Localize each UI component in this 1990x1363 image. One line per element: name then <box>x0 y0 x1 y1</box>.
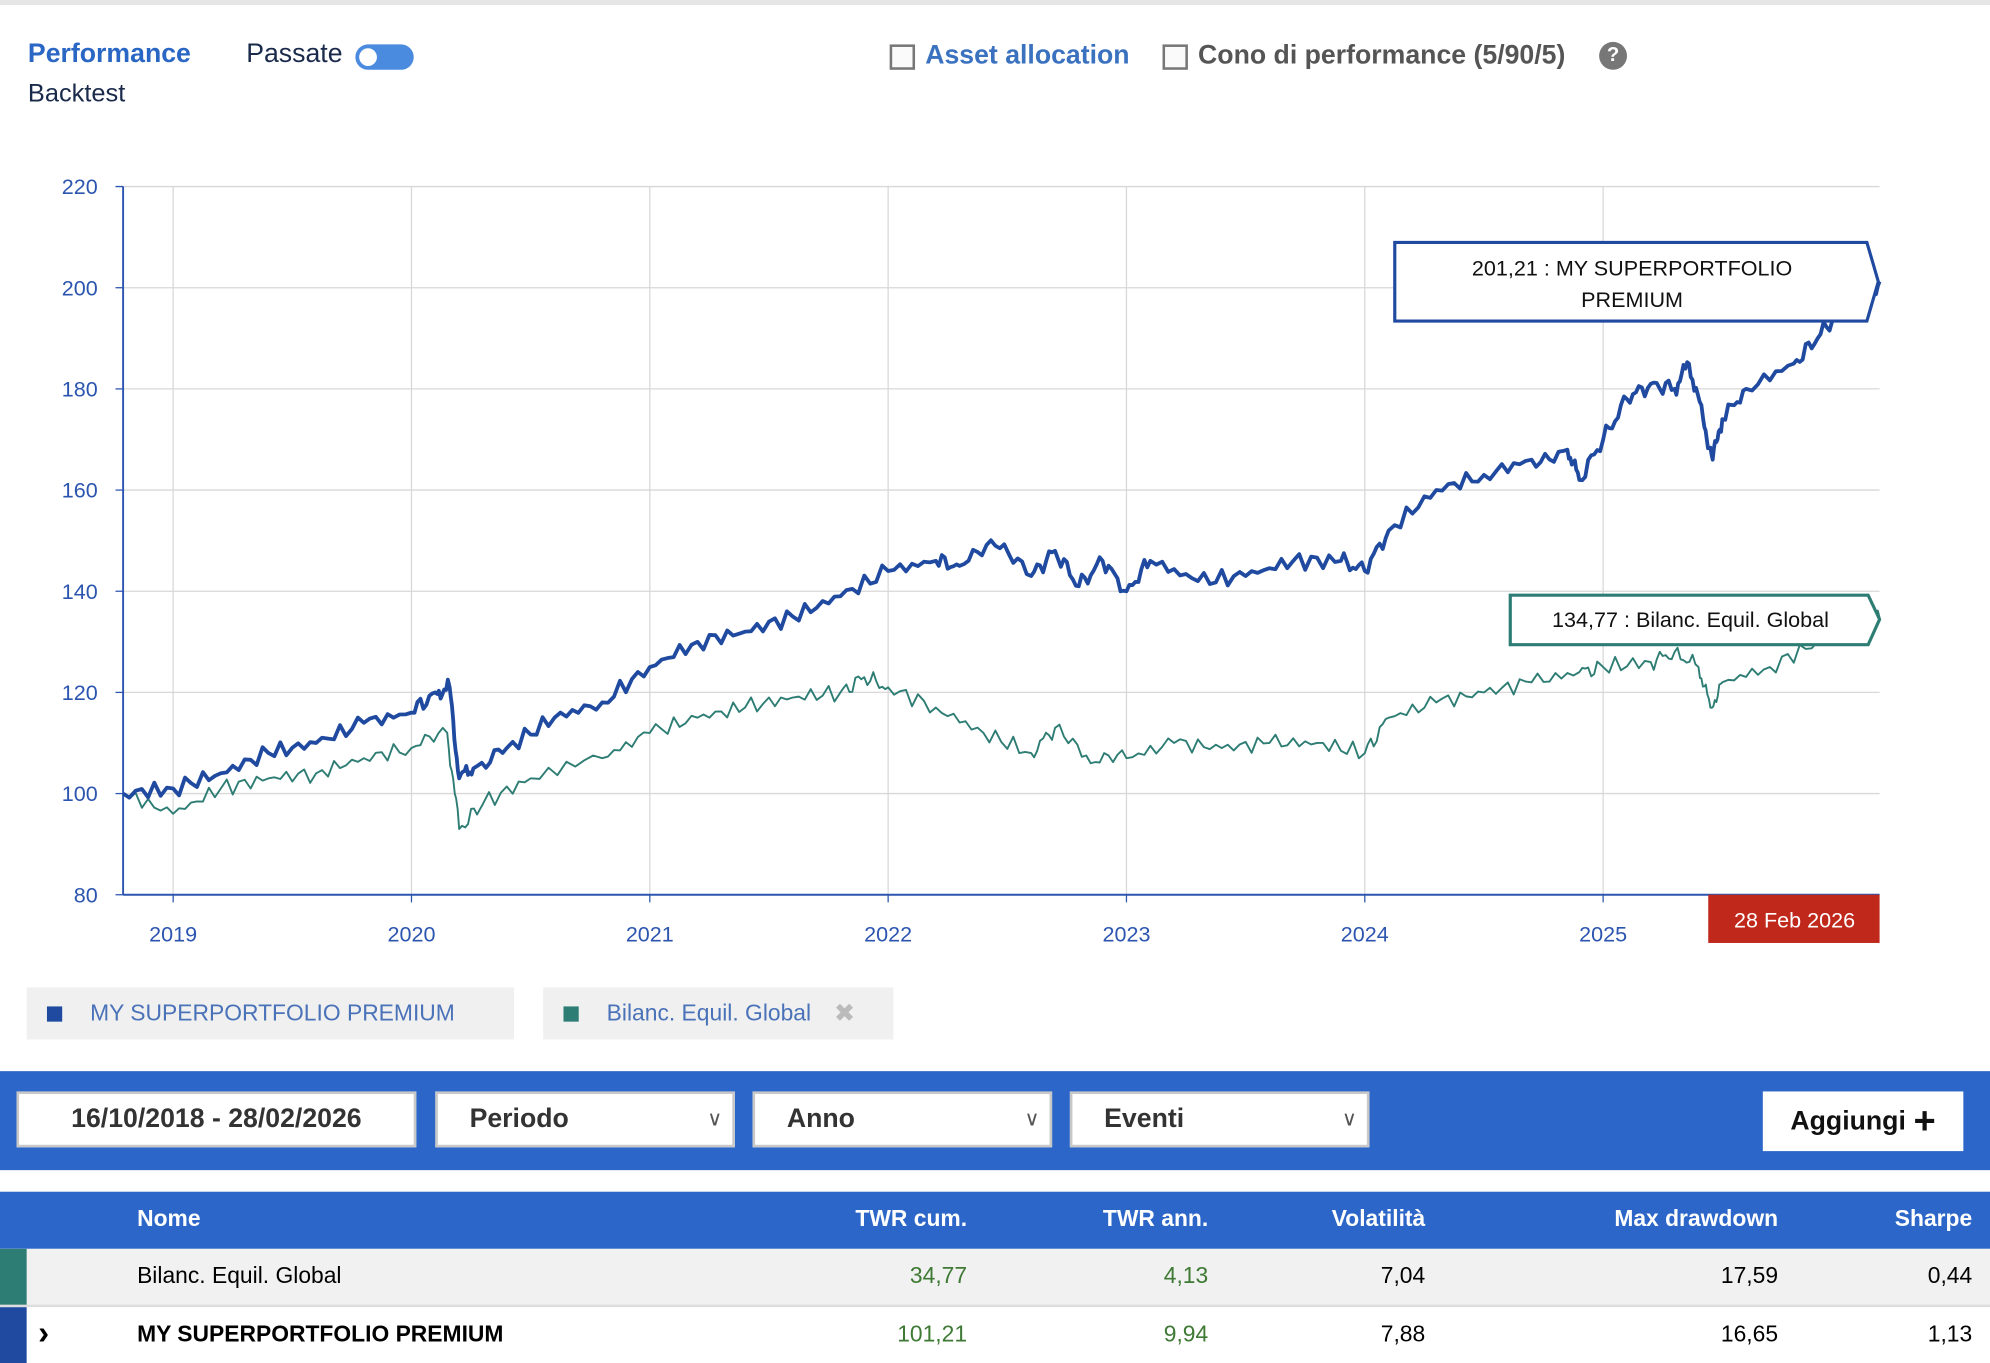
col-max-drawdown[interactable]: Max drawdown <box>1614 1205 1779 1232</box>
twr-cum: 34,77 <box>909 1262 968 1289</box>
y-tick-label: 160 <box>62 478 98 503</box>
y-tick-label: 180 <box>62 377 98 402</box>
chevron-down-icon: ∨ <box>1024 1109 1040 1131</box>
table-header: Nome TWR cum. TWR ann. Volatilità Max dr… <box>0 1191 1990 1249</box>
legend-item-benchmark[interactable]: Bilanc. Equil. Global ✖ <box>543 987 894 1040</box>
cono-label[interactable]: Cono di performance (5/90/5) <box>1198 40 1566 70</box>
legend-label: Bilanc. Equil. Global <box>606 1000 812 1026</box>
legend-item-portfolio[interactable]: MY SUPERPORTFOLIO PREMIUM <box>26 987 514 1040</box>
y-tick-label: 120 <box>62 680 98 705</box>
legend-label: MY SUPERPORTFOLIO PREMIUM <box>90 1000 455 1026</box>
chevron-down-icon: ∨ <box>707 1109 723 1131</box>
benchmark-swatch <box>563 1005 579 1022</box>
chevron-down-icon: ∨ <box>1341 1109 1357 1131</box>
performance-chart: 80 100 120 140 160 180 200 220 2019 2020 2021 2022 2… <box>62 174 1882 947</box>
y-tick-label: 140 <box>62 579 98 604</box>
passate-toggle[interactable] <box>355 44 414 70</box>
row-name: MY SUPERPORTFOLIO PREMIUM <box>137 1321 504 1347</box>
y-tick-label: 100 <box>62 781 98 806</box>
volatilita: 7,04 <box>1380 1262 1426 1289</box>
y-tick-label: 200 <box>62 275 98 300</box>
series-line-benchmark <box>122 609 1881 830</box>
col-volatilita[interactable]: Volatilità <box>1331 1205 1426 1232</box>
max-drawdown: 16,65 <box>1720 1321 1779 1347</box>
twr-cum: 101,21 <box>897 1321 968 1347</box>
date-range-input[interactable]: 16/10/2018 - 28/02/2026 <box>16 1091 417 1148</box>
y-tick-label: 80 <box>74 882 98 907</box>
y-tick-label: 220 <box>62 174 98 199</box>
x-tick-label: 2025 <box>1579 922 1627 947</box>
row-color-marker <box>0 1248 27 1305</box>
col-sharpe[interactable]: Sharpe <box>1894 1205 1973 1232</box>
x-tick-label: 2021 <box>626 922 674 947</box>
twr-ann: 9,94 <box>1163 1321 1209 1347</box>
toggle-knob <box>359 48 377 66</box>
date-badge-bg <box>1708 894 1880 943</box>
backtest-label: Backtest <box>27 79 126 108</box>
portfolio-value-callout: 201,21 : MY SUPERPORTFOLIO PREMIUM <box>1393 240 1880 323</box>
portfolio-swatch <box>46 1005 63 1022</box>
callout-box <box>1508 593 1882 647</box>
callout-text: 134,77 : Bilanc. Equil. Global <box>1552 607 1829 632</box>
toolbar: 16/10/2018 - 28/02/2026 Periodo ∨ Anno ∨ E… <box>0 1071 1990 1171</box>
asset-allocation-label[interactable]: Asset allocation <box>925 40 1130 70</box>
col-twr-cum[interactable]: TWR cum. <box>855 1205 968 1232</box>
plus-icon: + <box>1913 1099 1936 1142</box>
table-row[interactable]: Bilanc. Equil. Global 34,77 4,13 7,04 17… <box>0 1248 1990 1308</box>
series-line-portfolio <box>122 280 1882 800</box>
col-nome[interactable]: Nome <box>137 1205 201 1232</box>
benchmark-value-callout: 134,77 : Bilanc. Equil. Global <box>1508 593 1882 647</box>
twr-ann: 4,13 <box>1163 1262 1209 1289</box>
sharpe: 1,13 <box>1927 1321 1973 1347</box>
eventi-select[interactable]: Eventi ∨ <box>1069 1091 1370 1148</box>
periodo-select[interactable]: Periodo ∨ <box>435 1091 735 1148</box>
expand-chevron-icon[interactable]: › <box>38 1313 50 1352</box>
x-tick-label: 2020 <box>387 922 435 947</box>
x-tick-label: 2024 <box>1341 922 1389 947</box>
volatilita: 7,88 <box>1380 1321 1426 1347</box>
x-tick-label: 2023 <box>1102 922 1150 947</box>
x-tick-label: 2019 <box>149 922 197 947</box>
table-row[interactable]: › MY SUPERPORTFOLIO PREMIUM 101,21 9,94 … <box>0 1307 1990 1363</box>
eventi-label: Eventi <box>1104 1104 1185 1134</box>
help-icon[interactable]: ? <box>1599 41 1628 70</box>
top-divider <box>0 0 1990 6</box>
add-button[interactable]: Aggiungi + <box>1762 1091 1964 1152</box>
row-name: Bilanc. Equil. Global <box>137 1262 342 1289</box>
cono-checkbox[interactable] <box>1162 44 1188 70</box>
add-label: Aggiungi <box>1790 1106 1906 1136</box>
row-color-marker <box>0 1307 27 1363</box>
max-drawdown: 17,59 <box>1720 1262 1779 1289</box>
end-date-badge: 28 Feb 2026 <box>1708 894 1880 943</box>
callout-text: PREMIUM <box>1581 287 1683 312</box>
periodo-label: Periodo <box>469 1104 569 1134</box>
passate-label: Passate <box>246 39 343 69</box>
x-tick-label: 2022 <box>864 922 912 947</box>
sharpe: 0,44 <box>1927 1262 1973 1289</box>
remove-icon[interactable]: ✖ <box>833 1000 856 1028</box>
tab-performance[interactable]: Performance <box>27 39 191 69</box>
asset-allocation-checkbox[interactable] <box>889 44 916 70</box>
callout-box <box>1393 240 1880 323</box>
anno-select[interactable]: Anno ∨ <box>752 1091 1053 1148</box>
col-twr-ann[interactable]: TWR ann. <box>1102 1205 1209 1232</box>
anno-label: Anno <box>786 1104 855 1134</box>
date-badge-label: 28 Feb 2026 <box>1734 908 1855 933</box>
callout-text: 201,21 : MY SUPERPORTFOLIO <box>1472 255 1792 280</box>
